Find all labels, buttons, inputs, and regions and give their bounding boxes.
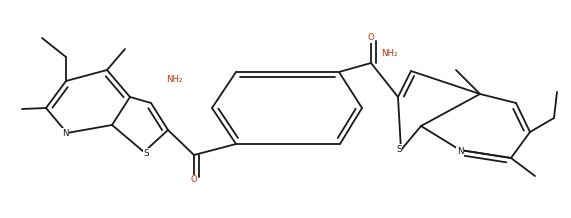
Text: S: S (396, 145, 402, 153)
Text: NH₂: NH₂ (381, 48, 397, 58)
Text: O: O (191, 175, 198, 184)
Text: NH₂: NH₂ (166, 75, 182, 85)
Text: N: N (457, 148, 463, 157)
Text: O: O (368, 34, 375, 43)
Text: N: N (62, 128, 69, 138)
Text: S: S (143, 148, 149, 157)
